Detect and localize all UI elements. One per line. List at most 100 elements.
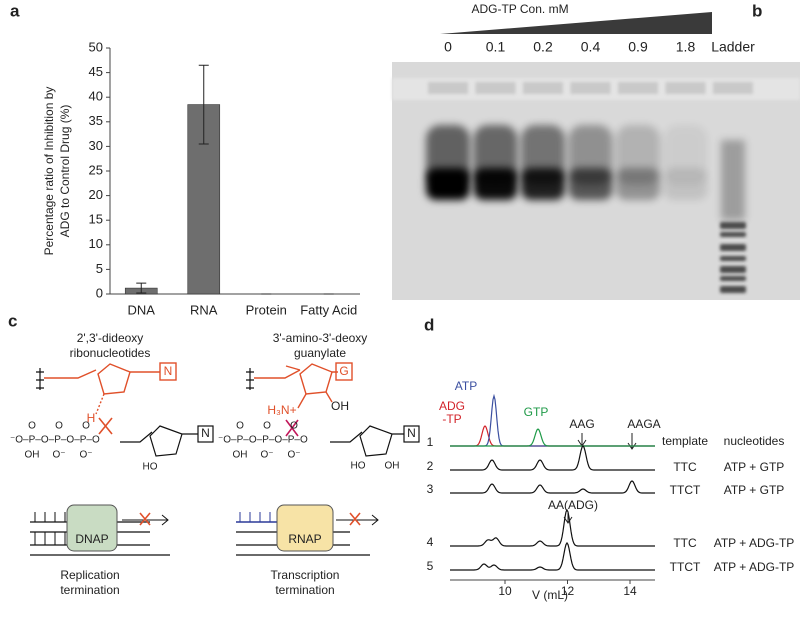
panel-label: b	[752, 1, 762, 20]
error-bar	[136, 282, 147, 294]
hydroxyl: OH	[331, 399, 349, 413]
lane-label: Ladder	[711, 39, 755, 55]
x-tick-label: 10	[498, 584, 512, 598]
shape	[36, 368, 44, 390]
phosphate-oxygen: O	[236, 421, 244, 432]
band	[568, 168, 613, 200]
lane-label: 0	[444, 39, 452, 55]
phosphate-oxygen: O⁻	[79, 450, 92, 461]
band	[616, 168, 660, 200]
caption: Replication	[60, 568, 119, 582]
y-tick-label: 45	[89, 64, 103, 79]
polymerase-label: RNAP	[288, 532, 321, 546]
lane-label: 0.1	[486, 39, 506, 55]
shape	[336, 514, 379, 526]
column-header: template	[662, 434, 708, 448]
column-header: nucleotides	[724, 434, 785, 448]
ladder-band	[720, 286, 746, 293]
mechanism: 2',3'-dideoxy ribonucleotides 3'-amino-3…	[30, 331, 420, 597]
phosphate-oxygen: O⁻	[287, 450, 300, 461]
well	[570, 82, 611, 94]
well	[523, 82, 563, 94]
sugar-oh: HO	[351, 461, 366, 472]
polymerase-label: DNAP	[75, 532, 108, 546]
trace	[450, 508, 655, 547]
base-label: N	[201, 426, 210, 440]
x-tick-label: RNA	[190, 302, 218, 317]
well	[665, 82, 706, 94]
ladder-band	[720, 244, 746, 251]
x-axis-label: V (mL)	[532, 588, 568, 602]
band	[426, 168, 470, 200]
polymerase	[276, 504, 334, 552]
y-tick-label: 5	[96, 261, 103, 276]
well	[475, 82, 516, 94]
lane-label: 0.9	[628, 39, 648, 55]
lane-label: 1.8	[676, 39, 696, 55]
lane-label: 0.4	[581, 39, 601, 55]
shape	[120, 425, 198, 457]
shape	[239, 512, 281, 522]
sugar-oh: OH	[385, 461, 400, 472]
phosphate-oxygen: O⁻	[52, 450, 65, 461]
shape	[330, 425, 404, 457]
row-index: 4	[427, 535, 434, 549]
trace	[450, 428, 655, 447]
shape	[403, 425, 420, 443]
x-tick-label: DNA	[128, 302, 156, 317]
y-tick-label: 20	[89, 187, 103, 202]
shape	[139, 512, 151, 526]
attack-atom: H₃N+	[267, 403, 296, 417]
y-tick-label: 50	[89, 39, 103, 54]
base-label: N	[407, 426, 416, 440]
band	[473, 168, 518, 200]
phosphate-oxygen: OH	[25, 450, 40, 461]
shape	[285, 419, 299, 437]
shape	[297, 391, 333, 409]
shape	[335, 362, 353, 381]
nucleotides: ATP + GTP	[724, 483, 785, 497]
y-tick-label: 30	[89, 138, 103, 153]
row-index: 5	[427, 559, 434, 573]
shape	[246, 368, 254, 390]
trace	[450, 541, 655, 571]
template: TTC	[673, 536, 697, 550]
peak-label: AAGA	[627, 417, 660, 431]
band	[663, 168, 708, 200]
base-label: G	[339, 364, 348, 378]
row-index: 2	[427, 459, 434, 473]
ladder-band	[720, 232, 746, 237]
y-tick-label: 40	[89, 89, 103, 104]
peak-label: GTP	[524, 405, 549, 419]
y-tick-label: 15	[89, 212, 103, 227]
shape	[349, 512, 361, 526]
compound-title: 3'-amino-3'-deoxy	[273, 331, 368, 345]
well	[428, 82, 468, 94]
attack-atom: H	[87, 411, 96, 425]
panel-label: a	[10, 1, 20, 20]
ladder-band	[720, 222, 746, 229]
y-axis-label: ADG to Control Drug (%)	[58, 105, 72, 238]
peak-label: AAG	[569, 417, 594, 431]
phosphate-oxygen: O	[82, 421, 90, 432]
nucleotides: ATP + ADG-TP	[714, 560, 795, 574]
phosphate-oxygen: O	[290, 421, 298, 432]
ladder-band	[720, 276, 746, 281]
shape	[159, 362, 177, 381]
peak-label: ATP	[455, 379, 477, 393]
phosphate-oxygen: OH	[233, 450, 248, 461]
error-bar	[198, 64, 209, 145]
sugar-oh: HO	[143, 462, 158, 473]
gradient-wedge	[440, 12, 712, 34]
y-tick-label: 10	[89, 236, 103, 251]
compound-title: guanylate	[294, 346, 346, 360]
template: TTCT	[670, 483, 701, 497]
phosphate-groups: ⁻O–P–O–P–O–P–O O OH O O⁻ O O⁻ ⁻O–P–O–P–O–P–O O OH…	[10, 421, 308, 461]
template: TTCT	[670, 560, 701, 574]
panel-label: d	[424, 315, 434, 334]
shape	[95, 393, 105, 415]
peak-label: AA(ADG)	[548, 498, 598, 512]
band	[521, 168, 565, 200]
row-index: 1	[427, 435, 434, 449]
